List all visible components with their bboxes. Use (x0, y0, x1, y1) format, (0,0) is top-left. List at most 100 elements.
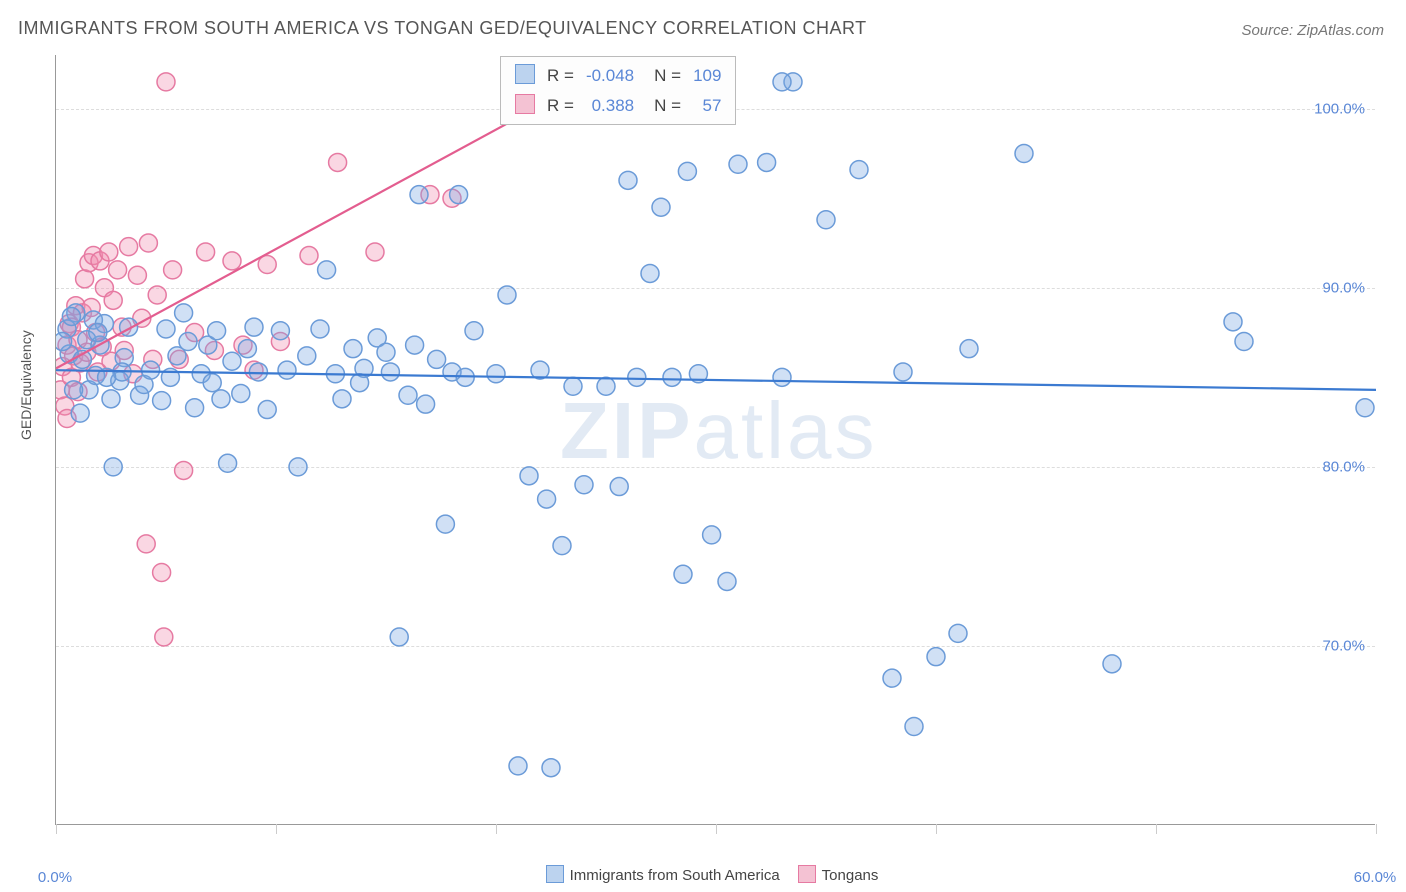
data-point (850, 161, 868, 179)
corr-r-value: -0.048 (580, 61, 640, 91)
data-point (509, 757, 527, 775)
data-point (436, 515, 454, 533)
data-point (674, 565, 692, 583)
data-point (575, 476, 593, 494)
data-point (428, 350, 446, 368)
data-point (278, 361, 296, 379)
data-point (100, 243, 118, 261)
data-point (333, 390, 351, 408)
data-point (366, 243, 384, 261)
legend-label: Tongans (822, 867, 879, 884)
corr-n-value: 109 (687, 61, 727, 91)
data-point (76, 270, 94, 288)
data-point (927, 648, 945, 666)
data-point (289, 458, 307, 476)
data-point (1235, 333, 1253, 351)
data-point (65, 381, 83, 399)
x-tick-label: 60.0% (1354, 869, 1397, 886)
data-point (208, 322, 226, 340)
data-point (175, 304, 193, 322)
data-point (329, 153, 347, 171)
data-point (258, 401, 276, 419)
data-point (245, 318, 263, 336)
x-tick (1156, 824, 1157, 834)
data-point (652, 198, 670, 216)
data-point (120, 238, 138, 256)
legend-swatch (515, 94, 535, 114)
data-point (344, 340, 362, 358)
legend-label: Immigrants from South America (570, 867, 780, 884)
data-point (153, 564, 171, 582)
data-point (137, 535, 155, 553)
data-point (450, 186, 468, 204)
x-tick (1376, 824, 1377, 834)
data-point (109, 261, 127, 279)
data-point (894, 363, 912, 381)
correlation-box: R =-0.048N =109R =0.388N =57 (500, 56, 736, 125)
data-point (641, 264, 659, 282)
data-point (410, 186, 428, 204)
data-point (729, 155, 747, 173)
data-point (538, 490, 556, 508)
data-point (148, 286, 166, 304)
data-point (197, 243, 215, 261)
corr-label: N = (640, 91, 687, 121)
data-point (164, 261, 182, 279)
data-point (542, 759, 560, 777)
data-point (104, 291, 122, 309)
data-point (249, 363, 267, 381)
data-point (1103, 655, 1121, 673)
data-point (465, 322, 483, 340)
data-point (905, 718, 923, 736)
data-point (232, 384, 250, 402)
data-point (883, 669, 901, 687)
corr-label: R = (541, 61, 580, 91)
data-layer (56, 55, 1376, 825)
data-point (311, 320, 329, 338)
data-point (399, 386, 417, 404)
data-point (773, 368, 791, 386)
data-point (619, 171, 637, 189)
data-point (498, 286, 516, 304)
data-point (487, 365, 505, 383)
x-tick (936, 824, 937, 834)
data-point (773, 73, 791, 91)
data-point (71, 404, 89, 422)
data-point (157, 320, 175, 338)
data-point (1015, 144, 1033, 162)
data-point (298, 347, 316, 365)
data-point (1356, 399, 1374, 417)
legend: Immigrants from South America Tongans (0, 865, 1406, 884)
data-point (223, 352, 241, 370)
x-tick (496, 824, 497, 834)
data-point (155, 628, 173, 646)
plot-area: 70.0%80.0%90.0%100.0% (55, 55, 1375, 825)
data-point (300, 247, 318, 265)
data-point (718, 572, 736, 590)
data-point (758, 153, 776, 171)
legend-swatch (798, 865, 816, 883)
data-point (212, 390, 230, 408)
x-tick (716, 824, 717, 834)
data-point (703, 526, 721, 544)
data-point (139, 234, 157, 252)
data-point (678, 162, 696, 180)
data-point (377, 343, 395, 361)
x-tick (276, 824, 277, 834)
chart-title: IMMIGRANTS FROM SOUTH AMERICA VS TONGAN … (18, 18, 867, 39)
data-point (56, 333, 72, 351)
data-point (1224, 313, 1242, 331)
x-tick (56, 824, 57, 834)
data-point (949, 624, 967, 642)
source-attribution: Source: ZipAtlas.com (1241, 22, 1384, 39)
data-point (520, 467, 538, 485)
corr-label: R = (541, 91, 580, 121)
data-point (153, 392, 171, 410)
data-point (203, 374, 221, 392)
data-point (553, 537, 571, 555)
data-point (89, 324, 107, 342)
data-point (175, 461, 193, 479)
data-point (62, 307, 80, 325)
data-point (104, 458, 122, 476)
data-point (960, 340, 978, 358)
